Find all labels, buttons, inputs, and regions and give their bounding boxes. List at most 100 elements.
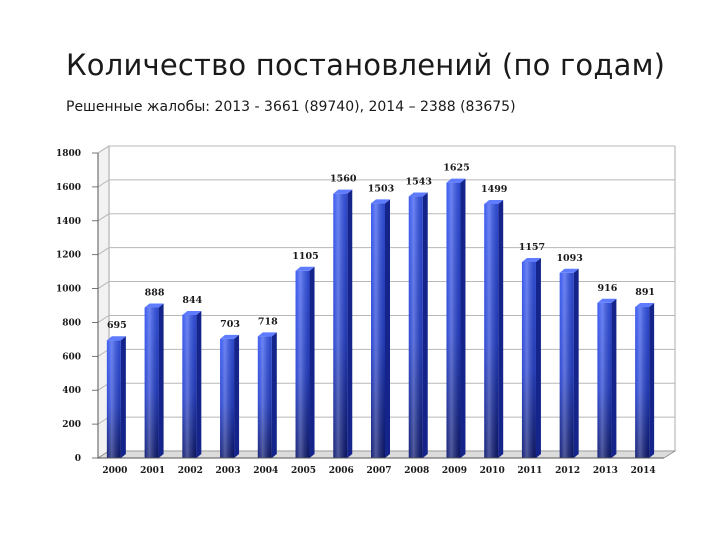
bar-top [484, 200, 504, 205]
bar-shine [106, 340, 121, 458]
bar [106, 336, 126, 458]
bar-shine [295, 270, 310, 458]
x-tick-label: 2004 [253, 466, 278, 476]
bar-shine [144, 307, 159, 458]
data-label: 1560 [330, 174, 357, 185]
bar-top [446, 178, 466, 183]
bar-top [371, 199, 390, 204]
y-tick-label: 600 [62, 352, 81, 362]
x-tick-label: 2007 [366, 466, 391, 476]
bar-shine [484, 204, 499, 458]
bar-side [649, 303, 655, 458]
bar [408, 192, 428, 458]
bar-top [408, 192, 428, 197]
bar [635, 303, 655, 458]
bar-top [597, 298, 617, 303]
bar-shine [521, 261, 536, 458]
data-label: 916 [597, 283, 617, 294]
bar-top [144, 303, 164, 308]
bar-side [573, 268, 579, 458]
bar-shine [408, 196, 423, 458]
bar-shine [597, 302, 612, 458]
data-label: 1625 [443, 163, 469, 174]
data-label: 1543 [406, 177, 432, 188]
x-tick-label: 2008 [404, 466, 429, 476]
bar-side [460, 178, 466, 458]
bar-top [333, 189, 353, 194]
y-tick-label: 1600 [56, 183, 81, 193]
bar-shine [333, 193, 348, 458]
data-label: 1093 [556, 253, 582, 264]
x-tick-label: 2012 [555, 466, 580, 476]
y-tick-label: 1200 [56, 251, 81, 261]
bar [144, 303, 164, 458]
bar-top [559, 268, 579, 273]
bar-shine [446, 182, 461, 458]
x-tick-label: 2014 [631, 466, 656, 476]
y-tick-label: 800 [62, 318, 81, 328]
bar-side [120, 336, 126, 458]
bar-top [106, 336, 126, 341]
gridline [97, 145, 675, 154]
labels: 0 200 400 600 800 1000 1200 1400 1600 1800 695 2000… [56, 149, 656, 476]
x-tick-label: 2011 [517, 466, 542, 476]
bar [446, 178, 466, 458]
bar-shine [182, 314, 197, 458]
data-label: 703 [220, 319, 240, 330]
x-tick-label: 2000 [102, 466, 127, 476]
x-tick-label: 2009 [442, 466, 467, 476]
data-label: 695 [107, 320, 127, 331]
bar-shine [220, 338, 235, 458]
bar-side [385, 199, 390, 458]
bar [484, 200, 504, 458]
data-label: 1503 [368, 183, 394, 194]
bar [182, 310, 202, 458]
bar [295, 266, 315, 458]
bar-shine [559, 272, 574, 458]
x-tick-label: 2002 [178, 466, 203, 476]
bar [597, 298, 617, 458]
x-tick-label: 2006 [329, 466, 354, 476]
x-tick-label: 2013 [593, 466, 618, 476]
x-tick-label: 2001 [140, 466, 165, 476]
bar [220, 334, 240, 458]
data-label: 1105 [292, 251, 318, 262]
bar-top [635, 303, 655, 308]
bar [333, 189, 353, 458]
bar-side [611, 298, 617, 458]
bar [371, 199, 390, 458]
bar-side [234, 334, 240, 458]
bar-shine [371, 203, 385, 458]
bar [257, 332, 277, 458]
axes [92, 152, 664, 459]
data-label: 888 [145, 288, 165, 299]
slide-title: Количество постановлений (по годам) [66, 48, 666, 82]
bar-top [521, 257, 541, 262]
bar-side [422, 192, 428, 458]
bar [521, 257, 541, 458]
data-label: 844 [182, 295, 202, 306]
y-tick-label: 200 [62, 420, 81, 430]
slide-subtitle: Решенные жалобы: 2013 - 3661 (89740), 20… [66, 99, 516, 115]
y-tick-label: 1000 [56, 285, 81, 295]
x-tick-label: 2003 [216, 466, 241, 476]
bar-top [220, 334, 240, 339]
bar-shine [257, 336, 272, 458]
bar-top [257, 332, 277, 337]
y-tick-label: 400 [62, 386, 81, 396]
bars [106, 178, 655, 458]
bar-top [295, 266, 315, 271]
x-tick-label: 2010 [480, 466, 505, 476]
bar-shine [635, 307, 650, 458]
bar-side [498, 200, 504, 458]
bar-top [182, 310, 202, 315]
y-tick-label: 1800 [56, 149, 81, 159]
bar-side [196, 310, 202, 458]
bar [559, 268, 579, 458]
y-tick-label: 1400 [56, 217, 81, 227]
bar-side [158, 303, 164, 458]
bar-side [347, 189, 353, 458]
data-label: 1157 [519, 242, 545, 253]
bar-side [535, 257, 541, 458]
